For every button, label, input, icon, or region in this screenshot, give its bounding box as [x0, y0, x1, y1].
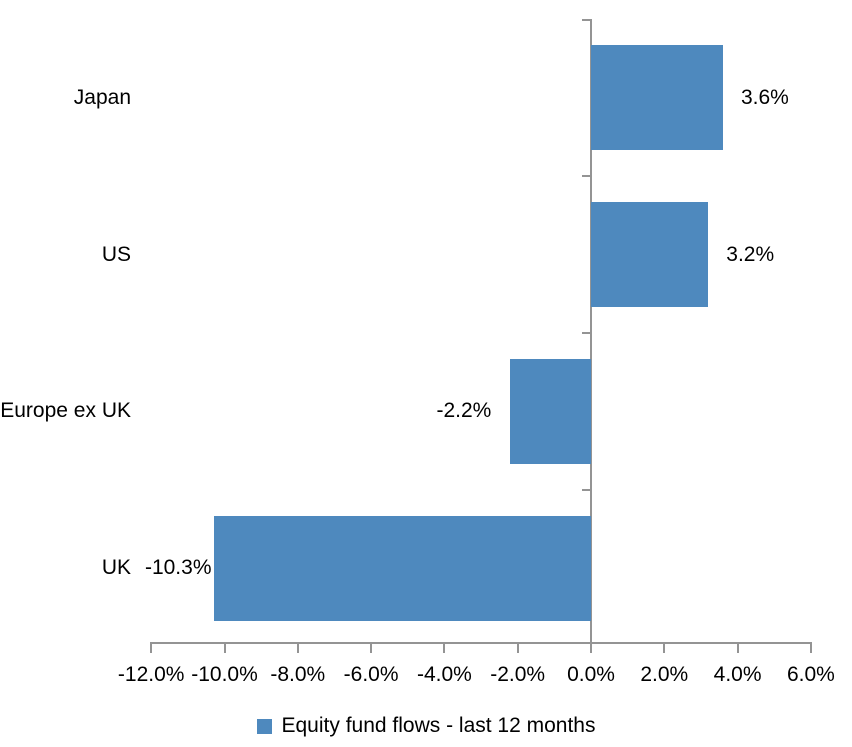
value-label-us: 3.2% [726, 242, 775, 266]
x-axis-tick [296, 642, 299, 653]
x-tick-label: -8.0% [270, 663, 326, 686]
y-axis-tick [582, 18, 591, 21]
category-label-us: US [101, 242, 131, 266]
bar-us [591, 202, 709, 308]
x-axis-tick [663, 642, 666, 653]
x-tick-label: 4.0% [713, 663, 762, 686]
x-axis-tick [516, 642, 519, 653]
x-axis-tick [809, 642, 812, 653]
x-tick-label: 0.0% [567, 663, 615, 686]
value-label-uk: -10.3% [144, 556, 212, 580]
bar-japan [591, 45, 723, 151]
x-tick-label: -2.0% [490, 663, 546, 686]
x-tick-label: 6.0% [786, 663, 835, 686]
category-label-japan: Japan [73, 85, 131, 109]
x-axis-tick [736, 642, 739, 653]
category-label-uk: UK [101, 556, 131, 580]
x-tick-label: 2.0% [640, 663, 689, 686]
y-axis-line [590, 18, 592, 653]
value-label-japan: 3.6% [740, 85, 789, 109]
legend-label: Equity fund flows - last 12 months [281, 714, 596, 737]
x-axis-tick [150, 642, 153, 653]
legend: Equity fund flows - last 12 months [0, 710, 852, 742]
x-axis-tick [590, 642, 592, 653]
x-axis-tick [370, 642, 373, 653]
y-axis-tick [582, 488, 591, 491]
value-label-europe-ex-uk: -2.2% [436, 399, 492, 423]
y-axis-tick [582, 175, 591, 178]
x-tick-label: -12.0% [117, 663, 185, 686]
x-tick-label: -6.0% [343, 663, 399, 686]
x-tick-label: -4.0% [416, 663, 472, 686]
x-axis-tick [443, 642, 446, 653]
legend-swatch-icon [256, 718, 272, 734]
x-tick-label: -10.0% [191, 663, 258, 686]
bar-uk [213, 515, 591, 621]
category-label-europe-ex-uk: Europe ex UK [0, 399, 131, 423]
x-axis-tick [223, 642, 226, 653]
bar-europe-ex-uk [510, 358, 591, 464]
y-axis-tick [582, 332, 591, 334]
x-axis-line [150, 642, 812, 644]
